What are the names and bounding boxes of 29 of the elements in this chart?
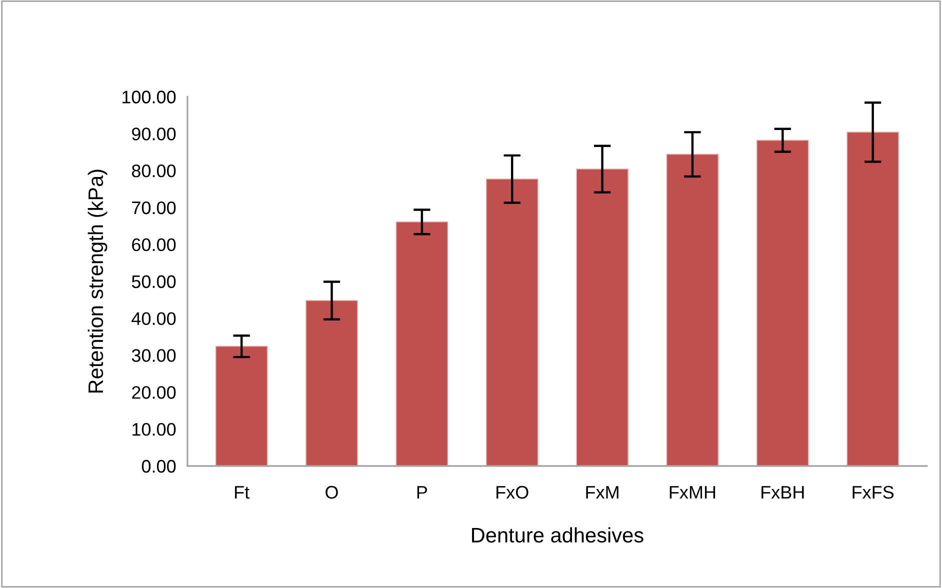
bar <box>756 140 809 466</box>
y-tick-label: 70.00 <box>132 201 176 214</box>
y-tick-label: 90.00 <box>132 128 176 140</box>
y-tick-label: 80.00 <box>132 164 176 178</box>
y-tick-label: 10.00 <box>132 423 176 436</box>
bar <box>576 168 628 466</box>
x-tick-label: FxMH <box>670 486 716 499</box>
y-tick-label: 100.00 <box>122 90 176 104</box>
x-tick-label: FxBH <box>762 486 804 499</box>
x-tick-label: O <box>326 486 338 499</box>
y-tick-label: 0.00 <box>142 460 176 473</box>
x-tick-label: Ft <box>235 486 250 499</box>
y-tick-label: 20.00 <box>132 386 176 399</box>
y-tick-label: 30.00 <box>132 349 176 362</box>
y-axis-title: Retention strength (kPa) <box>88 170 108 393</box>
x-axis-title: Denture adhesives <box>472 527 644 543</box>
x-tick-label: FxFS <box>852 486 894 499</box>
x-tick-label: FxO <box>496 486 528 499</box>
bar <box>396 221 448 466</box>
bar <box>666 154 719 466</box>
x-tick-label: FxM <box>586 486 618 499</box>
bar <box>306 300 358 466</box>
bar <box>215 346 268 466</box>
x-tick-label: P <box>417 486 427 499</box>
y-tick-label: 60.00 <box>132 238 176 252</box>
bar <box>486 178 538 466</box>
bar <box>846 132 899 466</box>
y-tick-label: 50.00 <box>132 275 176 288</box>
y-tick-label: 40.00 <box>132 312 176 326</box>
